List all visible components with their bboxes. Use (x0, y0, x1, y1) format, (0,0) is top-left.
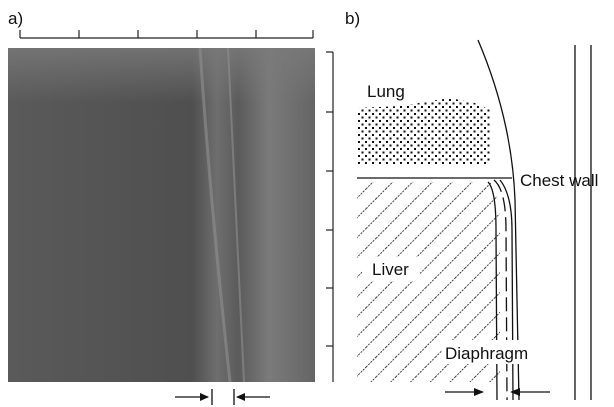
panel-label: b) (345, 9, 360, 28)
panel-label: a) (8, 9, 23, 28)
chest-wall-label: Chest wall (520, 171, 598, 190)
lung-region (358, 98, 490, 165)
thickness-arrows (175, 389, 270, 405)
diaphragm-label: Diaphragm (445, 344, 528, 363)
liver-label: Liver (372, 260, 409, 279)
lung-label: Lung (367, 82, 405, 101)
top-ruler (20, 30, 313, 38)
figure: a) b) Lung Ch (0, 0, 614, 407)
ultrasound-image (8, 48, 315, 382)
right-ruler (326, 52, 333, 382)
